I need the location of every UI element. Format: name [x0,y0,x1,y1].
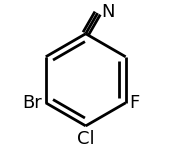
Text: F: F [130,94,140,112]
Text: Br: Br [22,94,42,112]
Text: N: N [102,3,115,21]
Text: Cl: Cl [77,130,94,148]
